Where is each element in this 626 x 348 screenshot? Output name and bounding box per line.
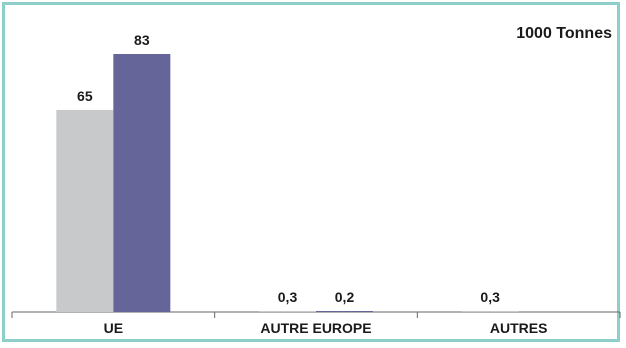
bar-value-label: 0,3 bbox=[278, 289, 298, 305]
category-label: AUTRES bbox=[490, 320, 548, 336]
bar bbox=[461, 311, 519, 312]
bar bbox=[316, 311, 373, 312]
category-label: UE bbox=[104, 320, 123, 336]
bar-value-label: 83 bbox=[134, 32, 150, 48]
bar-value-label: 0,2 bbox=[335, 289, 355, 305]
bar bbox=[113, 54, 171, 312]
bar bbox=[259, 311, 316, 312]
chart-title: 1000 Tonnes bbox=[516, 25, 612, 42]
bar-value-label: 65 bbox=[77, 88, 93, 104]
category-label: AUTRE EUROPE bbox=[260, 320, 371, 336]
bar-value-label: 0,3 bbox=[480, 289, 500, 305]
bar bbox=[56, 109, 114, 312]
